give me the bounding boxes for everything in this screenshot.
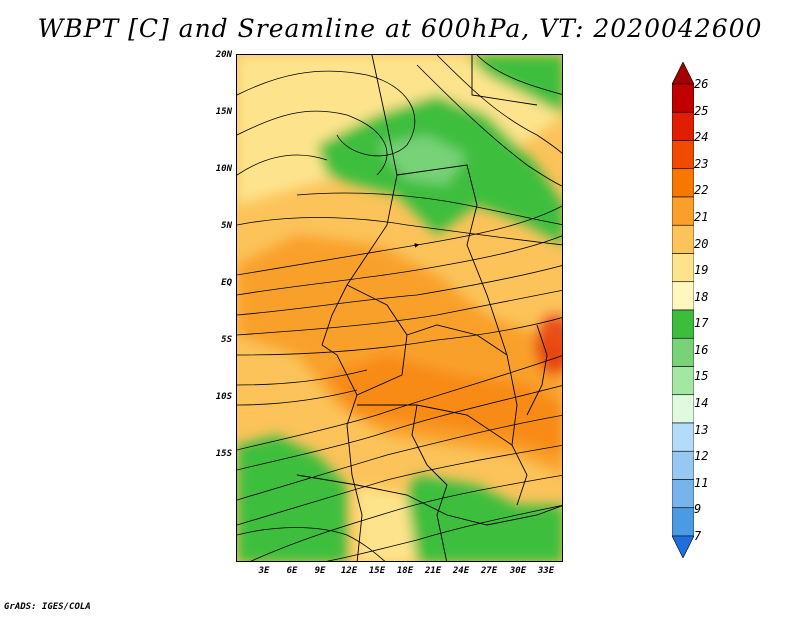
lat-label: 10N <box>215 164 232 174</box>
colorbar-segment <box>672 366 694 396</box>
colorbar-segment <box>672 450 694 480</box>
lat-label: 10S <box>215 392 232 402</box>
colorbar-level-label: 25 <box>694 103 709 118</box>
colorbar-segment <box>672 83 694 113</box>
colorbar-level-label: 21 <box>694 209 709 224</box>
lat-label: EQ <box>221 278 232 288</box>
colorbar-level-label: 15 <box>694 369 709 384</box>
colorbar-level-label: 14 <box>694 396 709 411</box>
lat-label: 15N <box>215 107 232 117</box>
colorbar-top-arrow <box>672 62 694 85</box>
lon-label: 18E <box>396 566 414 576</box>
colorbar-level-label: 11 <box>694 475 709 490</box>
lon-label: 30E <box>509 566 527 576</box>
colorbar-level-label: 26 <box>694 77 709 91</box>
colorbar-level-label: 12 <box>694 449 709 464</box>
colorbar-bottom-arrow <box>672 535 694 558</box>
colorbar-level-label: 18 <box>694 289 709 304</box>
colorbar-level-label: 7 <box>694 529 702 543</box>
lon-label: 21E <box>424 566 442 576</box>
colorbar-level-label: 13 <box>694 422 709 437</box>
colorbar-level-label: 9 <box>694 502 702 517</box>
lon-label: 6E <box>286 566 298 576</box>
colorbar-level-label: 16 <box>694 342 709 357</box>
colorbar-segment <box>672 140 694 170</box>
lon-label: 15E <box>368 566 386 576</box>
colorbar-segment <box>672 394 694 424</box>
colorbar-segment <box>672 111 694 141</box>
colorbar-level-label: 20 <box>694 236 709 251</box>
lon-label: 27E <box>480 566 498 576</box>
lat-label: 15S <box>215 449 232 459</box>
lat-label: 20N <box>215 50 232 60</box>
lon-label: 24E <box>452 566 470 576</box>
field-regions <box>237 55 562 561</box>
colorbar-segment <box>672 507 694 537</box>
wbpt-field-map <box>237 55 562 561</box>
colorbar-level-label: 19 <box>694 263 709 278</box>
colorbar-level-label: 22 <box>694 183 709 198</box>
lat-label: 5N <box>221 221 232 231</box>
streamlines <box>237 55 562 561</box>
lon-label: 3E <box>258 566 270 576</box>
lat-label: 5S <box>221 335 232 345</box>
credit-text: GrADS: IGES/COLA <box>4 602 91 612</box>
colorbar-segment <box>672 309 694 339</box>
colorbar <box>672 62 694 558</box>
lon-label: 12E <box>340 566 358 576</box>
colorbar-level-label: 24 <box>694 130 709 145</box>
colorbar-segment <box>672 196 694 226</box>
colorbar-segment <box>672 337 694 367</box>
colorbar-segment <box>672 479 694 509</box>
colorbar-segment <box>672 422 694 452</box>
colorbar-segment <box>672 253 694 283</box>
colorbar-level-label: 23 <box>694 156 709 171</box>
lon-label: 9E <box>314 566 326 576</box>
chart-title: WBPT [C] and Sreamline at 600hPa, VT: 20… <box>37 14 763 43</box>
colorbar-segment <box>672 224 694 254</box>
colorbar-level-label: 17 <box>694 316 709 331</box>
lon-label: 33E <box>537 566 555 576</box>
colorbar-segment <box>672 168 694 198</box>
map-plot-area <box>236 54 563 562</box>
colorbar-segment <box>672 281 694 311</box>
